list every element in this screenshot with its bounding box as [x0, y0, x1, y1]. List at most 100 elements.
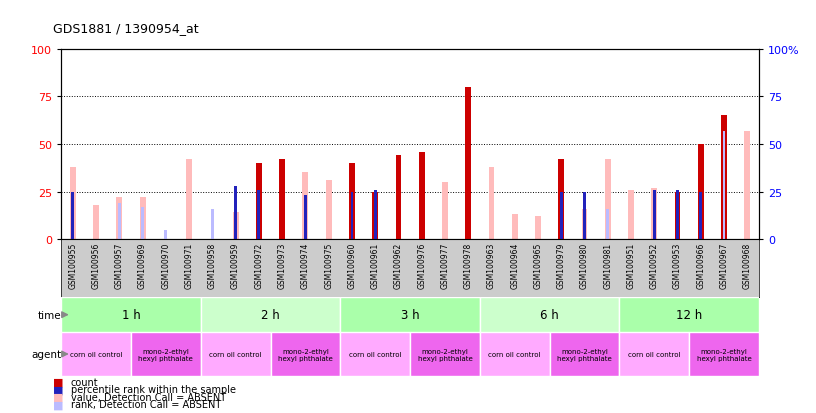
Text: GSM100953: GSM100953 — [673, 242, 682, 289]
Bar — [118, 204, 121, 240]
Text: ■: ■ — [53, 399, 64, 409]
Text: GSM100960: GSM100960 — [348, 242, 357, 289]
Text: GSM100969: GSM100969 — [138, 242, 147, 289]
Text: 2 h: 2 h — [261, 309, 280, 321]
Bar — [186, 160, 192, 240]
Bar — [549, 332, 619, 376]
Text: 3 h: 3 h — [401, 309, 419, 321]
Bar — [723, 131, 725, 240]
Bar — [304, 196, 307, 240]
Text: GSM100981: GSM100981 — [603, 242, 612, 288]
Text: GSM100979: GSM100979 — [557, 242, 565, 289]
Text: ■: ■ — [53, 392, 64, 402]
Bar — [558, 160, 564, 240]
Text: agent: agent — [31, 349, 61, 359]
Text: rank, Detection Call = ABSENT: rank, Detection Call = ABSENT — [71, 399, 221, 409]
Bar — [72, 192, 74, 240]
Bar — [117, 198, 122, 240]
Text: 6 h: 6 h — [540, 309, 559, 321]
Text: GSM100972: GSM100972 — [255, 242, 264, 289]
Bar — [141, 207, 144, 240]
Text: GSM100956: GSM100956 — [91, 242, 100, 289]
Bar — [270, 332, 340, 376]
Bar — [419, 152, 424, 240]
Bar — [653, 190, 655, 240]
Bar — [675, 192, 681, 240]
Bar — [489, 167, 494, 240]
Text: 1 h: 1 h — [122, 309, 140, 321]
Bar — [410, 332, 480, 376]
Bar — [70, 167, 76, 240]
Bar — [258, 190, 260, 240]
Bar — [583, 192, 586, 240]
Bar — [396, 156, 401, 240]
Text: corn oil control: corn oil control — [70, 351, 122, 357]
Bar — [699, 192, 702, 240]
Text: GSM100963: GSM100963 — [487, 242, 496, 289]
Bar — [201, 332, 270, 376]
Text: GSM100955: GSM100955 — [69, 242, 78, 289]
Bar — [349, 164, 355, 240]
Text: GSM100980: GSM100980 — [580, 242, 589, 289]
Text: GSM100952: GSM100952 — [650, 242, 659, 289]
Bar — [698, 145, 703, 240]
Bar — [372, 192, 378, 240]
Text: GSM100966: GSM100966 — [696, 242, 705, 289]
Text: GSM100978: GSM100978 — [463, 242, 472, 289]
Text: ■: ■ — [53, 385, 64, 394]
Bar — [721, 116, 727, 240]
Text: GSM100971: GSM100971 — [184, 242, 193, 289]
Text: mono-2-ethyl
hexyl phthalate: mono-2-ethyl hexyl phthalate — [139, 348, 193, 361]
Bar — [512, 215, 517, 240]
Bar — [606, 209, 609, 240]
Text: corn oil control: corn oil control — [628, 351, 681, 357]
Bar — [303, 173, 308, 240]
Bar — [480, 332, 549, 376]
Bar — [340, 297, 480, 332]
Text: mono-2-ethyl
hexyl phthalate: mono-2-ethyl hexyl phthalate — [697, 348, 752, 361]
Bar — [628, 190, 634, 240]
Text: mono-2-ethyl
hexyl phthalate: mono-2-ethyl hexyl phthalate — [278, 348, 333, 361]
Bar — [93, 205, 99, 240]
Bar — [131, 332, 201, 376]
Bar — [676, 190, 679, 240]
Bar — [340, 332, 410, 376]
Bar — [61, 332, 131, 376]
Bar — [279, 160, 285, 240]
Text: corn oil control: corn oil control — [210, 351, 262, 357]
Bar — [165, 230, 167, 240]
Bar — [211, 209, 214, 240]
Bar — [651, 188, 657, 240]
Text: ■: ■ — [53, 377, 64, 387]
Text: GSM100951: GSM100951 — [627, 242, 636, 289]
Bar — [465, 88, 471, 240]
Bar — [619, 332, 689, 376]
Bar — [535, 217, 541, 240]
Text: GSM100967: GSM100967 — [720, 242, 729, 289]
Bar — [605, 160, 610, 240]
Text: GSM100962: GSM100962 — [394, 242, 403, 289]
Text: percentile rank within the sample: percentile rank within the sample — [71, 385, 236, 394]
Bar — [582, 209, 588, 240]
Text: GSM100977: GSM100977 — [441, 242, 450, 289]
Text: value, Detection Call = ABSENT: value, Detection Call = ABSENT — [71, 392, 226, 402]
Text: mono-2-ethyl
hexyl phthalate: mono-2-ethyl hexyl phthalate — [418, 348, 472, 361]
Text: GSM100964: GSM100964 — [510, 242, 519, 289]
Bar — [560, 192, 562, 240]
Text: GSM100959: GSM100959 — [231, 242, 240, 289]
Text: GSM100973: GSM100973 — [277, 242, 286, 289]
Bar — [201, 297, 340, 332]
Text: GSM100958: GSM100958 — [208, 242, 217, 289]
Bar — [442, 183, 448, 240]
Text: time: time — [38, 310, 61, 320]
Text: GSM100976: GSM100976 — [417, 242, 426, 289]
Bar — [234, 186, 237, 240]
Text: GSM100975: GSM100975 — [324, 242, 333, 289]
Text: GSM100965: GSM100965 — [534, 242, 543, 289]
Text: GSM100970: GSM100970 — [162, 242, 171, 289]
Bar — [689, 332, 759, 376]
Bar — [480, 297, 619, 332]
Bar — [256, 164, 262, 240]
Text: corn oil control: corn oil control — [349, 351, 401, 357]
Text: mono-2-ethyl
hexyl phthalate: mono-2-ethyl hexyl phthalate — [557, 348, 612, 361]
